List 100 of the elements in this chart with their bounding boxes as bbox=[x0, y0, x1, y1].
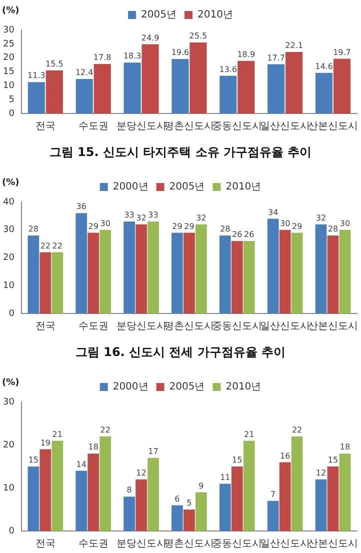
data-label: 30 bbox=[280, 218, 290, 228]
bar bbox=[148, 458, 159, 531]
text: 그림 16. 신도시 전세 가구점유율 추이 bbox=[75, 344, 286, 359]
x-tick-label: 전국 bbox=[35, 321, 56, 332]
bar bbox=[88, 454, 100, 531]
data-label: 5 bbox=[186, 498, 192, 508]
data-label: 32 bbox=[196, 213, 206, 222]
bar bbox=[291, 232, 303, 314]
data-label: 22 bbox=[292, 425, 302, 434]
bar bbox=[46, 70, 63, 114]
x-tick-label: 중동신도시 bbox=[212, 538, 262, 550]
y-tick-label: 25 bbox=[3, 39, 14, 50]
y-axis-title: (%) bbox=[2, 6, 20, 16]
data-label: 18 bbox=[340, 442, 350, 452]
bar bbox=[124, 222, 135, 314]
y-tick-label: 15 bbox=[3, 67, 14, 78]
x-tick-label: 분당신도시 bbox=[116, 538, 166, 550]
data-label: 8 bbox=[126, 486, 132, 495]
data-label: 12.4 bbox=[75, 68, 94, 78]
data-label: 29 bbox=[88, 222, 98, 231]
bar bbox=[279, 462, 291, 531]
bar bbox=[279, 230, 291, 314]
data-label: 16 bbox=[280, 451, 290, 460]
legend-label: 2005년 bbox=[141, 10, 177, 21]
bar bbox=[231, 466, 243, 531]
bar bbox=[94, 64, 111, 114]
data-label: 32 bbox=[136, 213, 146, 222]
data-label: 32 bbox=[316, 213, 326, 222]
y-axis-title: (%) bbox=[2, 178, 20, 188]
data-label: 21 bbox=[52, 430, 62, 439]
bar bbox=[238, 60, 255, 114]
data-label: 15.5 bbox=[46, 59, 64, 68]
bar bbox=[142, 44, 159, 114]
data-label: 30 bbox=[340, 218, 350, 228]
x-tick-label: 수도권 bbox=[78, 538, 108, 550]
x-tick-label: 산본신도시 bbox=[308, 538, 358, 550]
bar bbox=[184, 510, 195, 531]
data-label: 28 bbox=[220, 224, 230, 234]
y-tick-label: 5 bbox=[8, 95, 14, 106]
bar bbox=[315, 224, 327, 314]
data-label: 17.8 bbox=[93, 53, 112, 62]
x-tick-label: 분당신도시 bbox=[116, 321, 166, 332]
data-label: 28 bbox=[328, 224, 338, 234]
data-label: 14 bbox=[76, 460, 86, 469]
bar bbox=[172, 505, 183, 531]
bar bbox=[100, 436, 112, 531]
bar bbox=[286, 52, 303, 114]
bar bbox=[124, 62, 141, 114]
legend-label: 2010년 bbox=[226, 182, 262, 193]
data-label: 28 bbox=[28, 224, 39, 234]
bar bbox=[52, 252, 64, 314]
bar bbox=[219, 235, 231, 314]
legend-label: 2000년 bbox=[112, 182, 148, 193]
data-label: 19.6 bbox=[171, 48, 190, 58]
bar bbox=[28, 235, 40, 314]
bar bbox=[172, 232, 183, 314]
bar bbox=[220, 76, 237, 114]
legend-label: 2010년 bbox=[198, 10, 233, 21]
data-label: 30 bbox=[100, 218, 110, 228]
y-tick-label: 0 bbox=[8, 308, 15, 319]
data-label: 29 bbox=[172, 222, 182, 231]
data-label: 19.7 bbox=[333, 48, 351, 57]
data-label: 18.3 bbox=[123, 52, 142, 61]
legend-label: 2000년 bbox=[112, 382, 148, 393]
y-tick-label: 0 bbox=[8, 108, 15, 119]
data-label: 7 bbox=[270, 490, 276, 499]
legend-label: 2005년 bbox=[169, 182, 205, 193]
data-label: 9 bbox=[198, 481, 204, 490]
bar bbox=[339, 454, 351, 531]
data-label: 26 bbox=[232, 230, 242, 240]
bar bbox=[28, 466, 40, 531]
data-label: 15 bbox=[28, 456, 39, 465]
bar bbox=[243, 241, 255, 314]
bar bbox=[76, 79, 93, 114]
data-label: 17.7 bbox=[267, 53, 285, 62]
x-tick-label: 분당신도시 bbox=[116, 121, 166, 132]
data-label: 22 bbox=[100, 425, 110, 434]
y-tick-label: 10 bbox=[3, 281, 15, 292]
bar bbox=[184, 232, 195, 314]
data-label: 33 bbox=[124, 210, 134, 220]
data-label: 15 bbox=[232, 456, 242, 465]
bar bbox=[76, 470, 88, 531]
data-label: 29 bbox=[292, 222, 302, 231]
y-tick-label: 40 bbox=[3, 197, 15, 208]
data-label: 33 bbox=[148, 210, 158, 220]
data-label: 22 bbox=[40, 241, 51, 250]
bar bbox=[40, 252, 52, 314]
y-tick-label: 30 bbox=[3, 25, 15, 36]
y-tick-label: 30 bbox=[3, 225, 15, 236]
data-label: 29 bbox=[184, 222, 194, 231]
data-label: 15 bbox=[328, 456, 338, 465]
x-tick-label: 전국 bbox=[35, 121, 56, 132]
bar bbox=[136, 224, 147, 314]
bar bbox=[196, 492, 207, 531]
data-label: 6 bbox=[174, 494, 180, 504]
data-label: 11.3 bbox=[28, 71, 46, 80]
bar bbox=[243, 440, 255, 531]
x-tick-label: 산본신도시 bbox=[308, 321, 358, 332]
bar bbox=[333, 58, 351, 114]
y-tick-label: 20 bbox=[3, 253, 15, 264]
